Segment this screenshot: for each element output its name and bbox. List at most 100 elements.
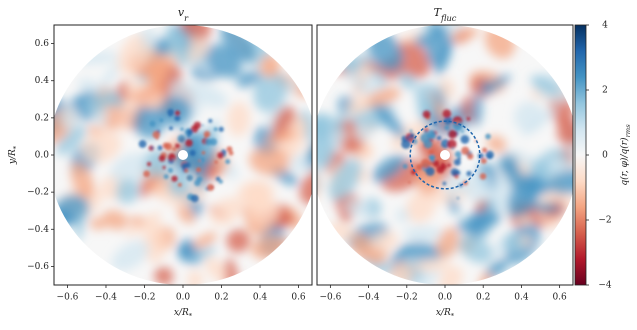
blobs (54, 25, 312, 285)
field-blob (328, 158, 362, 201)
colorbar-tick-label: −2 (598, 216, 611, 226)
inner-blob (436, 135, 442, 141)
x-tick-label: 0.6 (552, 293, 567, 303)
disk (54, 25, 312, 285)
inner-blob (456, 197, 460, 200)
inner-blob (428, 149, 435, 156)
field-blob (412, 259, 452, 272)
inner-blob (187, 134, 191, 138)
field-blob (458, 234, 493, 264)
inner-blob (455, 120, 460, 125)
inner-blob (425, 166, 435, 176)
x-tick-label: −0.4 (358, 293, 380, 303)
inner-blob (200, 157, 205, 163)
field-blob (425, 25, 452, 70)
field-blob (353, 123, 373, 142)
fine (138, 108, 234, 203)
field-blob (402, 241, 444, 261)
field-blob (139, 27, 160, 47)
inner-blob (177, 134, 186, 143)
inner-blob (172, 147, 176, 151)
field-blob (165, 25, 190, 67)
inner-blob (461, 146, 470, 155)
x-tick-label: 0.4 (514, 293, 529, 303)
x-tick-label: 0.2 (476, 293, 490, 303)
field-blob (75, 210, 86, 242)
x-tick-label: −0.2 (396, 293, 418, 303)
field-blob (439, 266, 463, 285)
field-blob (185, 82, 228, 108)
y-tick-label: −0.6 (27, 262, 49, 272)
inner-blob (190, 194, 199, 203)
x-tick-label: −0.6 (319, 293, 341, 303)
y-axis-label: y/R* (8, 145, 21, 165)
inner-blob (226, 146, 233, 152)
inner-blob (423, 139, 433, 149)
field-blob (371, 154, 406, 183)
inner-blob (453, 158, 461, 166)
field-blob (61, 104, 81, 130)
field-blob (81, 130, 122, 163)
inner-blob (162, 165, 166, 170)
inner-blob (174, 110, 181, 116)
inner-blob (167, 167, 174, 173)
inner-blob (444, 124, 450, 131)
inner-blob (443, 141, 447, 145)
inner-blob (152, 130, 161, 139)
inner-blob (150, 146, 154, 150)
inner-blob (171, 175, 178, 182)
field-blob (439, 78, 455, 101)
inner-blob (201, 151, 206, 155)
inner-blob (443, 116, 453, 125)
inner-blob (407, 136, 411, 140)
field-blob (460, 107, 476, 122)
x-axis-label: x/R* (174, 308, 193, 321)
inner-blob (171, 158, 174, 161)
core (178, 150, 188, 160)
inner-blob (436, 165, 445, 174)
inner-blob (466, 117, 471, 121)
y-tick-label: −0.2 (27, 188, 49, 198)
field-blob (280, 117, 307, 161)
x-tick-label: 0.0 (438, 293, 453, 303)
field-blob (486, 135, 507, 153)
inner-blob (184, 168, 189, 173)
x-tick-label: 0.4 (253, 293, 268, 303)
field-blob (288, 154, 312, 173)
inner-blob (420, 158, 431, 169)
inner-blob (429, 154, 436, 162)
disk (317, 25, 573, 285)
field-blob (417, 96, 436, 116)
field-blob (102, 209, 128, 230)
inner-blob (158, 154, 166, 162)
inner-blob (149, 120, 156, 127)
inner-blob (454, 151, 462, 158)
y-tick-label: 0.0 (35, 151, 50, 161)
x-tick-label: −0.4 (95, 293, 117, 303)
inner-blob (442, 109, 452, 119)
y-tick-label: 0.6 (35, 39, 50, 49)
inner-blob (442, 181, 447, 186)
field-blob (190, 246, 217, 261)
inner-blob (167, 108, 175, 116)
field-blob (299, 167, 312, 206)
y-tick-label: 0.4 (35, 76, 50, 86)
field-blob (335, 108, 346, 138)
colorbar-tick-label: 4 (602, 21, 608, 31)
field-blob (475, 198, 487, 213)
field (54, 25, 312, 285)
inner-blob (213, 127, 218, 132)
field-blob (406, 190, 436, 224)
field-blob (448, 197, 460, 215)
field-blob (180, 25, 211, 44)
field-blob (482, 74, 512, 94)
field-blob (110, 152, 155, 185)
inner-blob (461, 130, 464, 133)
inner-blob (208, 118, 213, 123)
inner-blob (422, 110, 431, 119)
field-blob (369, 231, 399, 252)
inner-blob (218, 126, 224, 132)
inner-blob (174, 115, 181, 122)
inner-blob (189, 149, 196, 157)
field-blob (343, 198, 372, 218)
